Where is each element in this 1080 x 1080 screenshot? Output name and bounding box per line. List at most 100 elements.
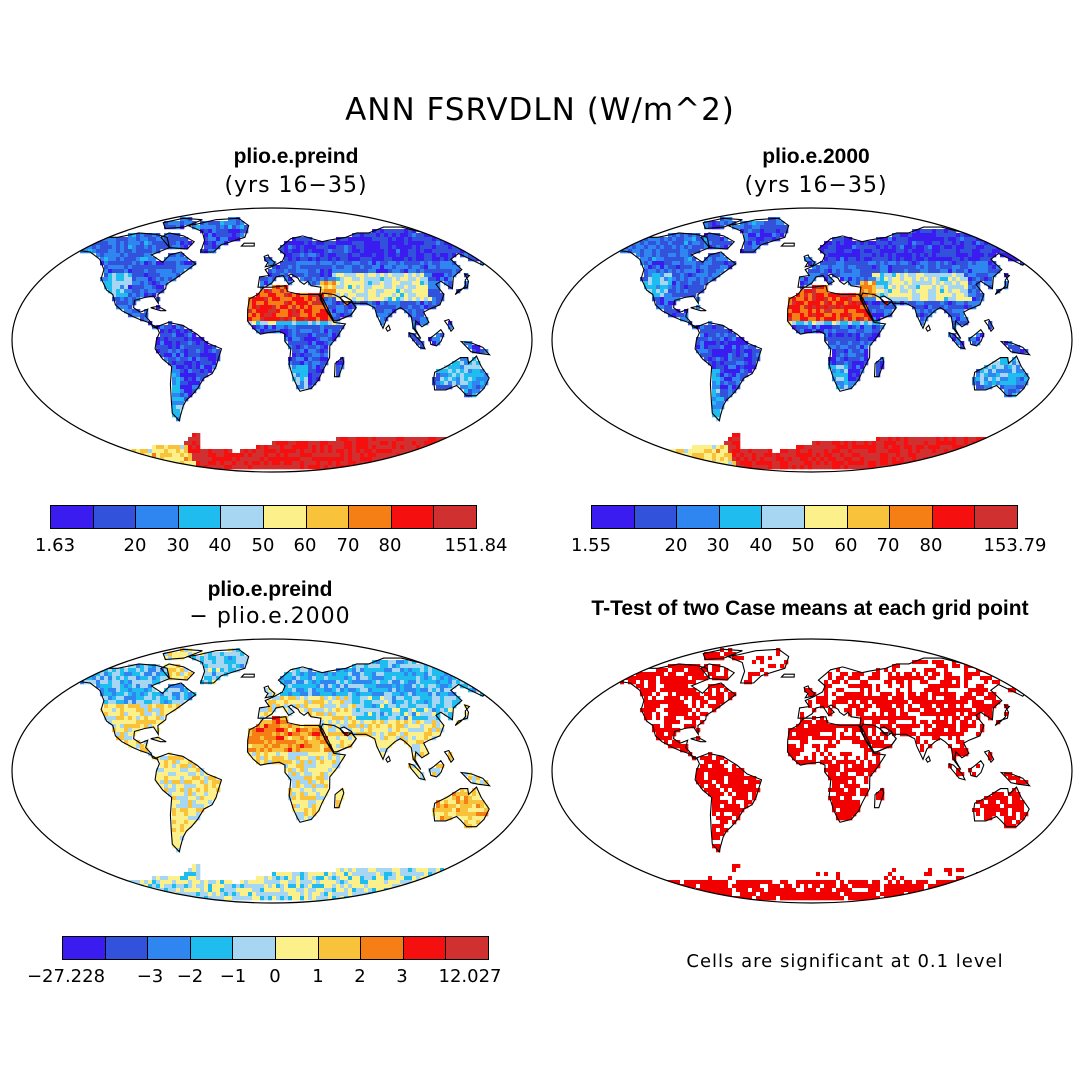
colorbar-swatch bbox=[762, 506, 805, 528]
colorbar-preind bbox=[50, 505, 477, 529]
coastline-japan bbox=[454, 704, 471, 726]
continent-outlines bbox=[599, 648, 1061, 853]
coastline-newGuinea bbox=[459, 771, 492, 787]
coastline-africa bbox=[786, 285, 887, 392]
coastline-cuba bbox=[150, 736, 167, 743]
coastline-greenland bbox=[186, 648, 250, 684]
coastline-baffin bbox=[160, 232, 196, 250]
colorbar-swatch bbox=[263, 506, 307, 528]
colorbar-swatch bbox=[63, 937, 106, 959]
coastline-sumatra bbox=[408, 331, 427, 350]
colorbar-label: 20 bbox=[664, 535, 688, 556]
map-panel-difference bbox=[11, 638, 533, 904]
coastline-southAmerica bbox=[694, 321, 763, 422]
coastline-southAmerica bbox=[694, 752, 763, 853]
coastline-arabia bbox=[859, 292, 897, 322]
continent-outlines bbox=[59, 217, 521, 422]
colorbar-swatch bbox=[318, 937, 362, 959]
colorbar-label: 60 bbox=[834, 535, 858, 556]
colorbar-label: 50 bbox=[791, 535, 815, 556]
colorbar-label: 20 bbox=[123, 535, 147, 556]
colorbar-swatch bbox=[804, 506, 848, 528]
colorbar-label: 40 bbox=[208, 535, 232, 556]
coastline-iceland bbox=[240, 673, 255, 678]
coastline-newGuinea bbox=[999, 771, 1032, 787]
coastline-ellesmere bbox=[702, 648, 743, 661]
coastline-borneo bbox=[428, 759, 445, 778]
colorbar-swatch bbox=[275, 937, 319, 959]
coastline-northAmerica bbox=[599, 663, 737, 760]
panel4-title: T-Test of two Case means at each grid po… bbox=[591, 597, 1029, 620]
coastline-uk bbox=[803, 685, 816, 699]
coastline-greenland bbox=[186, 217, 250, 253]
panel3-subtitle: − plio.e.2000 bbox=[189, 604, 351, 629]
coastline-arabia bbox=[859, 723, 897, 753]
colorbar-label: 2 bbox=[354, 966, 366, 987]
colorbar-swatch bbox=[975, 506, 1017, 528]
map-cells bbox=[60, 648, 517, 901]
coastline-philippines bbox=[983, 749, 995, 764]
colorbar-swatch bbox=[349, 506, 392, 528]
coastline-arabia bbox=[319, 292, 357, 322]
colorbar-swatch bbox=[221, 506, 264, 528]
coastline-greenland bbox=[726, 217, 790, 253]
coastline-japan bbox=[994, 273, 1011, 295]
map-cells bbox=[600, 217, 1057, 470]
colorbar-label: 70 bbox=[876, 535, 900, 556]
coastline-uk bbox=[263, 254, 276, 268]
colorbar-swatch bbox=[105, 937, 149, 959]
coastline-cuba bbox=[690, 736, 707, 743]
coastline-madagascar bbox=[333, 356, 345, 378]
significance-footnote: Cells are significant at 0.1 level bbox=[686, 951, 1004, 972]
colorbar-swatch bbox=[634, 506, 678, 528]
colorbar-label: 80 bbox=[919, 535, 943, 556]
coastline-newGuinea bbox=[459, 340, 492, 356]
map-panel-ttest bbox=[551, 638, 1073, 904]
panel1-subtitle: (yrs 16−35) bbox=[224, 173, 368, 198]
coastline-africa bbox=[786, 716, 887, 823]
colorbar-swatch bbox=[93, 506, 137, 528]
coastline-sumatra bbox=[948, 331, 967, 350]
colorbar-label: 1.55 bbox=[570, 535, 612, 556]
coastline-sriLanka bbox=[925, 324, 931, 332]
colorbar-swatch bbox=[190, 937, 234, 959]
coastline-ellesmere bbox=[162, 217, 203, 230]
colorbar-swatch bbox=[403, 937, 447, 959]
coastline-eurasia bbox=[257, 657, 502, 770]
colorbar-label: 30 bbox=[706, 535, 730, 556]
coastline-southAmerica bbox=[154, 321, 223, 422]
coastline-sriLanka bbox=[385, 324, 391, 332]
colorbar-difference bbox=[62, 936, 489, 960]
coastline-northAmerica bbox=[599, 232, 737, 329]
coastline-australia bbox=[433, 786, 490, 828]
coastline-northAmerica bbox=[59, 232, 197, 329]
coastline-ellesmere bbox=[162, 648, 203, 661]
colorbar-swatch bbox=[890, 506, 933, 528]
coastline-madagascar bbox=[873, 787, 885, 809]
colorbar-swatch bbox=[719, 506, 763, 528]
colorbar-swatch bbox=[51, 506, 94, 528]
coastline-sumatra bbox=[948, 762, 967, 781]
colorbar-swatch bbox=[361, 937, 404, 959]
coastline-greenland bbox=[726, 648, 790, 684]
coastline-arabia bbox=[319, 723, 357, 753]
colorbar-label: 153.79 bbox=[983, 535, 1047, 556]
colorbar-label: 40 bbox=[749, 535, 773, 556]
panel3-title: plio.e.preind bbox=[207, 578, 333, 601]
colorbar-swatch bbox=[148, 937, 191, 959]
colorbar-2000 bbox=[591, 505, 1018, 529]
colorbar-swatch bbox=[446, 937, 488, 959]
panel2-title: plio.e.2000 bbox=[762, 145, 870, 168]
figure-title: ANN FSRVDLN (W/m^2) bbox=[345, 92, 735, 128]
colorbar-label: 70 bbox=[336, 535, 360, 556]
coastline-philippines bbox=[443, 318, 455, 333]
panel2-subtitle: (yrs 16−35) bbox=[744, 173, 888, 198]
coastline-baffin bbox=[700, 663, 736, 681]
coastline-baffin bbox=[700, 232, 736, 250]
colorbar-swatch bbox=[847, 506, 891, 528]
colorbar-label: 151.84 bbox=[444, 535, 508, 556]
coastline-philippines bbox=[443, 749, 455, 764]
coastline-africa bbox=[246, 716, 347, 823]
coastline-japan bbox=[454, 273, 471, 295]
colorbar-swatch bbox=[178, 506, 222, 528]
